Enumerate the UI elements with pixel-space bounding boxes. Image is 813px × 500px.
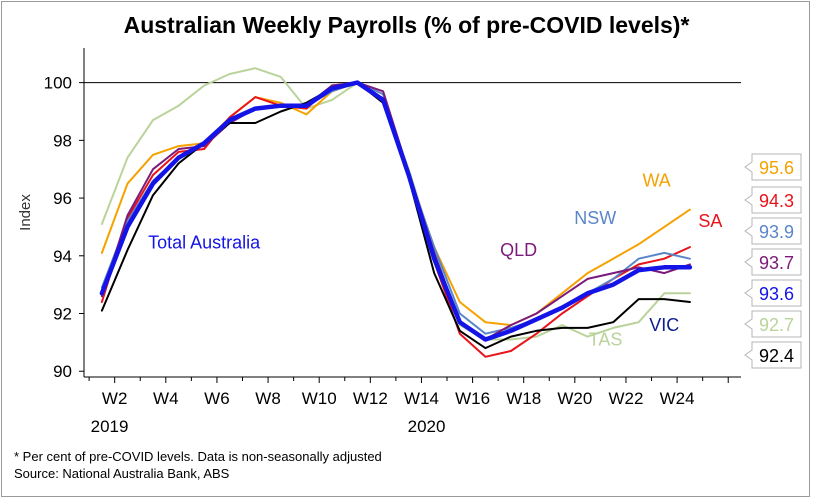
end-value-callout — [744, 341, 802, 369]
x-tick-label: W22 — [608, 389, 643, 408]
year-label: 2019 — [91, 417, 129, 436]
x-tick-label: W8 — [255, 389, 281, 408]
source-note: Source: National Australia Bank, ABS — [14, 466, 230, 481]
end-value-callout — [744, 217, 802, 245]
x-tick-label: W20 — [557, 389, 592, 408]
series-label-wa: WA — [642, 171, 670, 191]
chart-footnote-block: * Per cent of pre-COVID levels. Data is … — [14, 448, 382, 482]
series-label-qld: QLD — [500, 240, 537, 260]
x-tick-label: W24 — [660, 389, 695, 408]
y-tick-label: 96 — [53, 189, 72, 208]
x-tick-label: W4 — [153, 389, 179, 408]
end-value-label: 93.6 — [759, 284, 794, 304]
x-tick-label: W16 — [455, 389, 490, 408]
y-tick-label: 100 — [44, 74, 72, 93]
series-label-vic: VIC — [649, 315, 679, 335]
series-label-sa: SA — [698, 211, 722, 231]
y-tick-label: 90 — [53, 362, 72, 381]
end-value-label: 93.9 — [759, 222, 794, 242]
series-label-nsw: NSW — [574, 208, 616, 228]
end-value-label: 94.3 — [759, 191, 794, 211]
y-tick-label: 94 — [53, 247, 72, 266]
footnote: * Per cent of pre-COVID levels. Data is … — [14, 449, 382, 464]
chart-title: Australian Weekly Payrolls (% of pre-COV… — [123, 12, 690, 38]
y-axis-label: Index — [17, 194, 34, 231]
end-value-callout — [744, 310, 802, 338]
series-line-tas — [100, 67, 691, 341]
x-tick-label: W14 — [404, 389, 439, 408]
x-tick-label: W2 — [102, 389, 128, 408]
end-value-callout — [744, 186, 802, 214]
x-tick-label: W6 — [204, 389, 230, 408]
y-tick-label: 98 — [53, 131, 72, 150]
series-label-tas: TAS — [589, 329, 623, 349]
x-tick-label: W12 — [353, 389, 388, 408]
end-value-callout — [744, 153, 802, 181]
y-tick-label: 92 — [53, 305, 72, 324]
end-value-callout — [744, 279, 802, 307]
x-tick-label: W18 — [506, 389, 541, 408]
end-value-label: 92.4 — [759, 346, 794, 366]
end-value-label: 92.7 — [759, 315, 794, 335]
year-label: 2020 — [408, 417, 446, 436]
end-value-label: 93.7 — [759, 253, 794, 273]
end-value-label: 95.6 — [759, 158, 794, 178]
series-label-total-australia: Total Australia — [148, 233, 261, 253]
x-tick-label: W10 — [302, 389, 337, 408]
end-value-callout — [744, 248, 802, 276]
series-line-total-australia — [99, 80, 693, 342]
